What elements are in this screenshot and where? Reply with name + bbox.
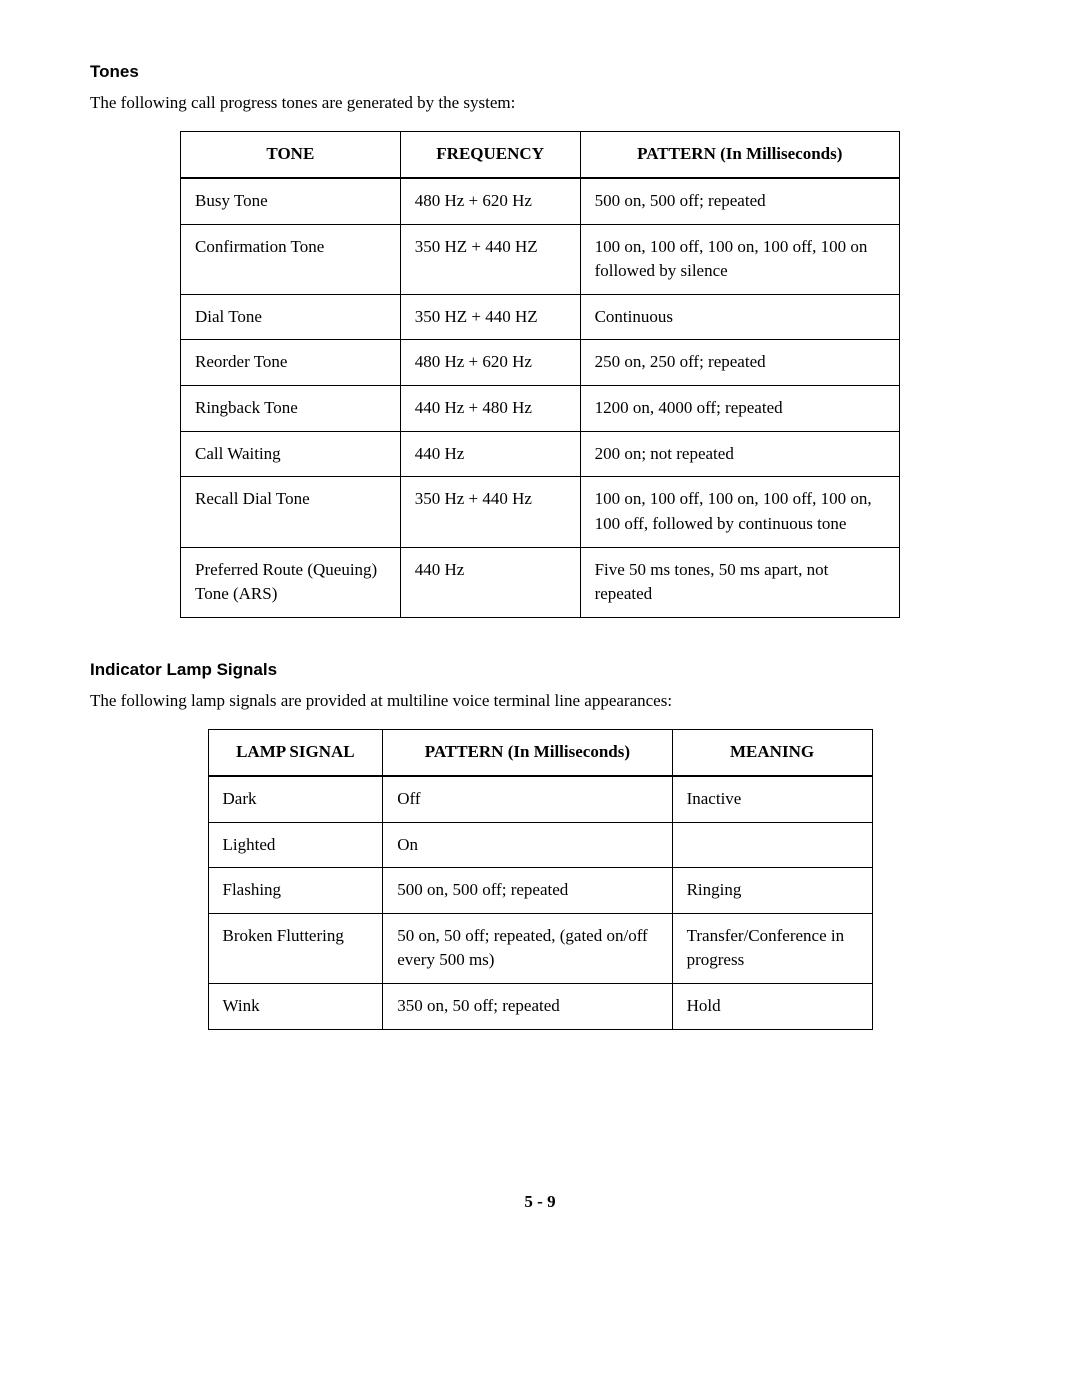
- table-row: Recall Dial Tone 350 Hz + 440 Hz 100 on,…: [181, 477, 900, 547]
- cell: 100 on, 100 off, 100 on, 100 off, 100 on…: [580, 477, 899, 547]
- cell: 350 HZ + 440 HZ: [400, 294, 580, 340]
- table-row: Ringback Tone 440 Hz + 480 Hz 1200 on, 4…: [181, 386, 900, 432]
- tones-table: TONE FREQUENCY PATTERN (In Milliseconds)…: [180, 131, 900, 618]
- table-row: Reorder Tone 480 Hz + 620 Hz 250 on, 250…: [181, 340, 900, 386]
- page-number: 5 - 9: [90, 1190, 990, 1215]
- tones-intro: The following call progress tones are ge…: [90, 91, 990, 116]
- cell: Wink: [208, 984, 383, 1030]
- cell: Reorder Tone: [181, 340, 401, 386]
- lamp-header-1: PATTERN (In Milliseconds): [383, 730, 672, 776]
- cell: 350 HZ + 440 HZ: [400, 224, 580, 294]
- cell: 50 on, 50 off; repeated, (gated on/off e…: [383, 913, 672, 983]
- cell: On: [383, 822, 672, 868]
- lamp-intro: The following lamp signals are provided …: [90, 689, 990, 714]
- cell: 200 on; not repeated: [580, 431, 899, 477]
- cell: Ringback Tone: [181, 386, 401, 432]
- cell: 440 Hz: [400, 431, 580, 477]
- cell: Flashing: [208, 868, 383, 914]
- cell: 1200 on, 4000 off; repeated: [580, 386, 899, 432]
- cell: Dial Tone: [181, 294, 401, 340]
- cell: Dark: [208, 776, 383, 822]
- cell: 440 Hz: [400, 547, 580, 617]
- cell: 500 on, 500 off; repeated: [383, 868, 672, 914]
- cell: 350 on, 50 off; repeated: [383, 984, 672, 1030]
- table-row: Busy Tone 480 Hz + 620 Hz 500 on, 500 of…: [181, 178, 900, 224]
- cell: Confirmation Tone: [181, 224, 401, 294]
- tones-header-row: TONE FREQUENCY PATTERN (In Milliseconds): [181, 132, 900, 178]
- tones-header-1: FREQUENCY: [400, 132, 580, 178]
- table-row: Broken Fluttering 50 on, 50 off; repeate…: [208, 913, 872, 983]
- tones-header-2: PATTERN (In Milliseconds): [580, 132, 899, 178]
- cell: 440 Hz + 480 Hz: [400, 386, 580, 432]
- cell: Lighted: [208, 822, 383, 868]
- cell: Continuous: [580, 294, 899, 340]
- tones-heading: Tones: [90, 60, 990, 85]
- cell: Ringing: [672, 868, 872, 914]
- table-row: Flashing 500 on, 500 off; repeated Ringi…: [208, 868, 872, 914]
- cell: 100 on, 100 off, 100 on, 100 off, 100 on…: [580, 224, 899, 294]
- cell: Hold: [672, 984, 872, 1030]
- cell: [672, 822, 872, 868]
- cell: Five 50 ms tones, 50 ms apart, not repea…: [580, 547, 899, 617]
- lamp-heading: Indicator Lamp Signals: [90, 658, 990, 683]
- cell: 250 on, 250 off; repeated: [580, 340, 899, 386]
- cell: Busy Tone: [181, 178, 401, 224]
- table-row: Wink 350 on, 50 off; repeated Hold: [208, 984, 872, 1030]
- cell: Inactive: [672, 776, 872, 822]
- lamp-header-2: MEANING: [672, 730, 872, 776]
- cell: Broken Fluttering: [208, 913, 383, 983]
- lamp-header-row: LAMP SIGNAL PATTERN (In Milliseconds) ME…: [208, 730, 872, 776]
- table-row: Dial Tone 350 HZ + 440 HZ Continuous: [181, 294, 900, 340]
- table-row: Call Waiting 440 Hz 200 on; not repeated: [181, 431, 900, 477]
- cell: Transfer/Conference in progress: [672, 913, 872, 983]
- cell: 480 Hz + 620 Hz: [400, 178, 580, 224]
- tones-header-0: TONE: [181, 132, 401, 178]
- cell: 500 on, 500 off; repeated: [580, 178, 899, 224]
- cell: 350 Hz + 440 Hz: [400, 477, 580, 547]
- cell: Call Waiting: [181, 431, 401, 477]
- lamp-table: LAMP SIGNAL PATTERN (In Milliseconds) ME…: [208, 729, 873, 1029]
- table-row: Dark Off Inactive: [208, 776, 872, 822]
- cell: Preferred Route (Queuing) Tone (ARS): [181, 547, 401, 617]
- table-row: Preferred Route (Queuing) Tone (ARS) 440…: [181, 547, 900, 617]
- cell: Recall Dial Tone: [181, 477, 401, 547]
- cell: Off: [383, 776, 672, 822]
- cell: 480 Hz + 620 Hz: [400, 340, 580, 386]
- table-row: Confirmation Tone 350 HZ + 440 HZ 100 on…: [181, 224, 900, 294]
- table-row: Lighted On: [208, 822, 872, 868]
- lamp-header-0: LAMP SIGNAL: [208, 730, 383, 776]
